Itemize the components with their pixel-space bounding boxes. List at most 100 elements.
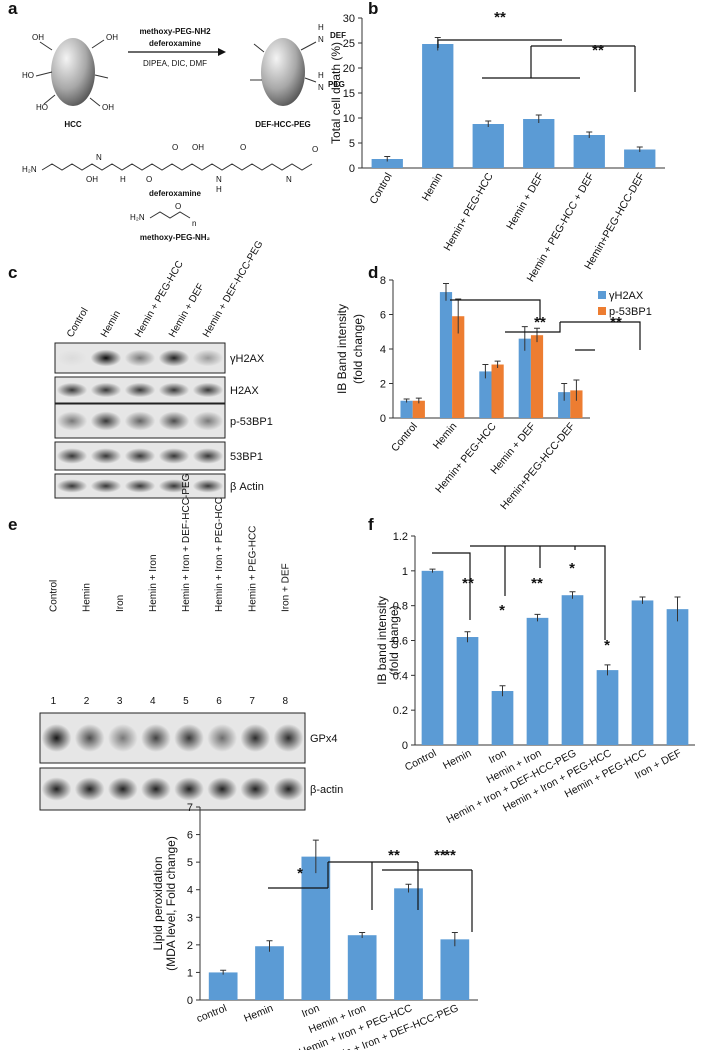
- legend-label: γH2AX: [609, 290, 644, 302]
- legend-swatch: [598, 307, 606, 315]
- significance-label: **: [610, 314, 622, 331]
- band: [124, 382, 156, 398]
- error-bar: [220, 969, 227, 975]
- atom: O: [146, 175, 152, 184]
- error-bar: [384, 156, 391, 162]
- lane-label: Hemin + Iron + DEF-HCC-PEG: [181, 473, 192, 612]
- band: [192, 448, 224, 464]
- lane-number: 3: [117, 696, 123, 707]
- x-tick-label: Control: [367, 171, 394, 206]
- error-bar: [442, 282, 449, 301]
- significance-label: **: [534, 314, 546, 331]
- error-bar: [403, 398, 410, 403]
- panel-label: c: [8, 263, 17, 282]
- bar: [400, 400, 413, 418]
- band: [41, 777, 72, 801]
- significance-label: **: [444, 847, 456, 864]
- y-tick-label: 30: [343, 13, 355, 25]
- bar: [561, 595, 584, 745]
- significance-label: **: [531, 575, 543, 592]
- atom: O: [172, 143, 178, 152]
- hcc-particle: [261, 38, 305, 106]
- bar: [491, 364, 504, 418]
- band: [192, 349, 224, 367]
- bar: [255, 946, 284, 1000]
- lane-label: Control: [65, 306, 91, 339]
- scheme: methoxy-PEG-NH2 deferoxamine DIPEA, DIC,…: [22, 23, 346, 242]
- error-bar: [455, 298, 462, 334]
- bar: [624, 149, 656, 168]
- bonds: [35, 39, 109, 107]
- lane-number: 6: [216, 696, 222, 707]
- molecule: [149, 211, 191, 219]
- atom: O: [175, 202, 181, 211]
- y-tick-label: 0.8: [393, 601, 408, 613]
- band: [141, 777, 171, 801]
- band: [240, 724, 271, 752]
- error-bar: [312, 839, 319, 874]
- band: [90, 411, 122, 431]
- error-bar: [485, 120, 492, 127]
- panel-label: d: [368, 263, 378, 282]
- band: [124, 411, 156, 431]
- label: PEG: [328, 80, 345, 89]
- atom: H: [318, 71, 324, 80]
- y-tick-label: 1: [402, 566, 408, 578]
- y-tick-label: 4: [187, 885, 193, 897]
- error-bar: [534, 613, 541, 622]
- significance-bracket: [432, 545, 606, 640]
- band: [90, 349, 122, 367]
- bar: [523, 119, 555, 168]
- band-label: γH2AX: [230, 353, 265, 365]
- legend-label: p-53BP1: [609, 306, 652, 318]
- atom: O: [240, 143, 246, 152]
- x-tick-label: Hemin: [431, 420, 460, 451]
- band: [158, 479, 190, 493]
- y-tick-label: 7: [187, 802, 193, 814]
- y-tick-label: 4: [380, 344, 386, 356]
- atom: OH: [86, 175, 98, 184]
- bar: [573, 135, 605, 168]
- x-tick-label: control: [195, 1002, 229, 1025]
- bar: [491, 691, 514, 745]
- panel-label: b: [368, 0, 378, 18]
- error-bar: [464, 631, 471, 643]
- error-bar: [569, 591, 576, 599]
- error-bar: [586, 131, 593, 138]
- band-label: β Actin: [230, 481, 264, 493]
- bar: [472, 124, 504, 168]
- band: [207, 777, 238, 801]
- y-tick-label: 0.6: [393, 636, 408, 648]
- lane-label: Hemin: [82, 583, 93, 612]
- band: [141, 724, 171, 752]
- lane-number: 4: [150, 696, 156, 707]
- band: [124, 479, 156, 493]
- band: [107, 724, 138, 752]
- band: [56, 382, 88, 398]
- bar: [440, 939, 470, 1000]
- significance-label: **: [592, 42, 604, 59]
- x-tick-label: Hemin: [441, 747, 474, 772]
- atom: N: [286, 175, 292, 184]
- error-bar: [636, 146, 643, 152]
- error-bar: [639, 596, 646, 604]
- error-bar: [674, 596, 681, 622]
- error-bar: [573, 379, 580, 401]
- bar: [631, 600, 654, 745]
- y-tick-label: 8: [380, 275, 386, 287]
- lane-number: 8: [282, 696, 288, 707]
- significance-label: *: [569, 560, 575, 577]
- lane-number: 5: [183, 696, 189, 707]
- error-bar: [482, 364, 489, 379]
- significance-label: **: [388, 847, 400, 864]
- error-bar: [561, 383, 568, 401]
- bar: [452, 316, 465, 418]
- band: [158, 411, 190, 431]
- error-bar: [266, 940, 273, 952]
- atom: O: [312, 145, 318, 154]
- molecule-name: methoxy-PEG-NH₂: [140, 233, 211, 242]
- bar: [666, 609, 689, 745]
- y-tick-label: 0: [380, 413, 386, 425]
- y-tick-label: 2: [380, 379, 386, 391]
- band: [56, 448, 88, 464]
